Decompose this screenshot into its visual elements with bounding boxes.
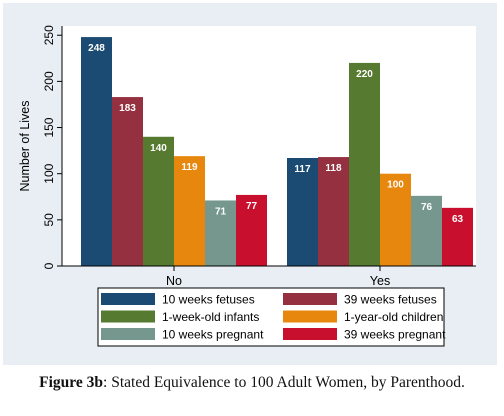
bar: [112, 97, 143, 266]
legend-swatch: [283, 310, 337, 323]
y-tick-label: 200: [42, 71, 56, 91]
legend-swatch: [101, 328, 155, 340]
y-tick-label: 150: [42, 117, 56, 137]
y-tick-label: 250: [42, 25, 56, 45]
y-tick-label: 100: [42, 163, 56, 183]
legend-label: 1-year-old children: [344, 310, 443, 324]
legend-label: 39 weeks fetuses: [344, 293, 437, 307]
legend-label: 1-week-old infants: [162, 310, 259, 324]
bar-value-label: 117: [294, 164, 311, 175]
bar-value-label: 140: [150, 143, 167, 154]
bar-value-label: 220: [356, 69, 373, 80]
legend-swatch: [101, 293, 155, 305]
y-axis-title: Number of Lives: [18, 100, 32, 191]
figure-caption: Figure 3b: Stated Equivalence to 100 Adu…: [0, 374, 504, 392]
bar-value-label: 183: [119, 103, 136, 114]
legend-label: 10 weeks fetuses: [162, 293, 255, 307]
bar: [287, 158, 318, 266]
bar: [411, 195, 442, 266]
bar-value-label: 248: [88, 43, 105, 54]
legend-swatch: [283, 293, 337, 305]
y-tick-label: 50: [42, 213, 56, 227]
bar-value-label: 77: [246, 201, 258, 212]
bar: [174, 156, 205, 266]
y-tick-label: 0: [42, 262, 56, 269]
bar: [318, 157, 349, 266]
bar: [143, 136, 174, 266]
bar-value-label: 119: [181, 162, 198, 173]
legend-swatch: [101, 310, 155, 323]
x-category-label: Yes: [370, 274, 390, 288]
caption-text: : Stated Equivalence to 100 Adult Women,…: [103, 374, 465, 391]
bar-value-label: 76: [421, 202, 433, 213]
bar: [81, 37, 112, 267]
bar-value-label: 100: [387, 180, 404, 191]
legend-box: [97, 287, 445, 347]
bar: [236, 194, 267, 266]
legend-label: 10 weeks pregnant: [162, 328, 264, 342]
bar: [205, 200, 236, 266]
bar: [442, 207, 473, 266]
bar: [349, 62, 380, 266]
bar: [380, 173, 411, 266]
x-category-label: No: [166, 274, 182, 288]
figure-panel: 248 183 140 119 71 77 117 118 220 100 76 63 0 50 100 1…: [3, 3, 497, 365]
bar-value-label: 63: [452, 214, 464, 225]
bar-value-label: 71: [215, 206, 227, 217]
legend-swatch: [283, 328, 337, 340]
legend-label: 39 weeks pregnant: [344, 328, 446, 342]
caption-label: Figure 3b: [39, 374, 104, 391]
bar-chart: 248 183 140 119 71 77 117 118 220 100 76 63 0 50 100 1…: [18, 25, 476, 347]
bar-value-label: 118: [325, 163, 342, 174]
